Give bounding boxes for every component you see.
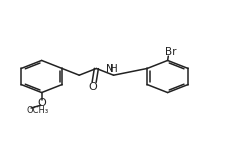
Text: Br: Br	[165, 47, 177, 57]
Text: O: O	[89, 82, 97, 92]
Text: H: H	[110, 64, 117, 74]
Text: OCH₃: OCH₃	[27, 106, 49, 115]
Text: N: N	[106, 64, 113, 74]
Text: O: O	[37, 98, 46, 108]
